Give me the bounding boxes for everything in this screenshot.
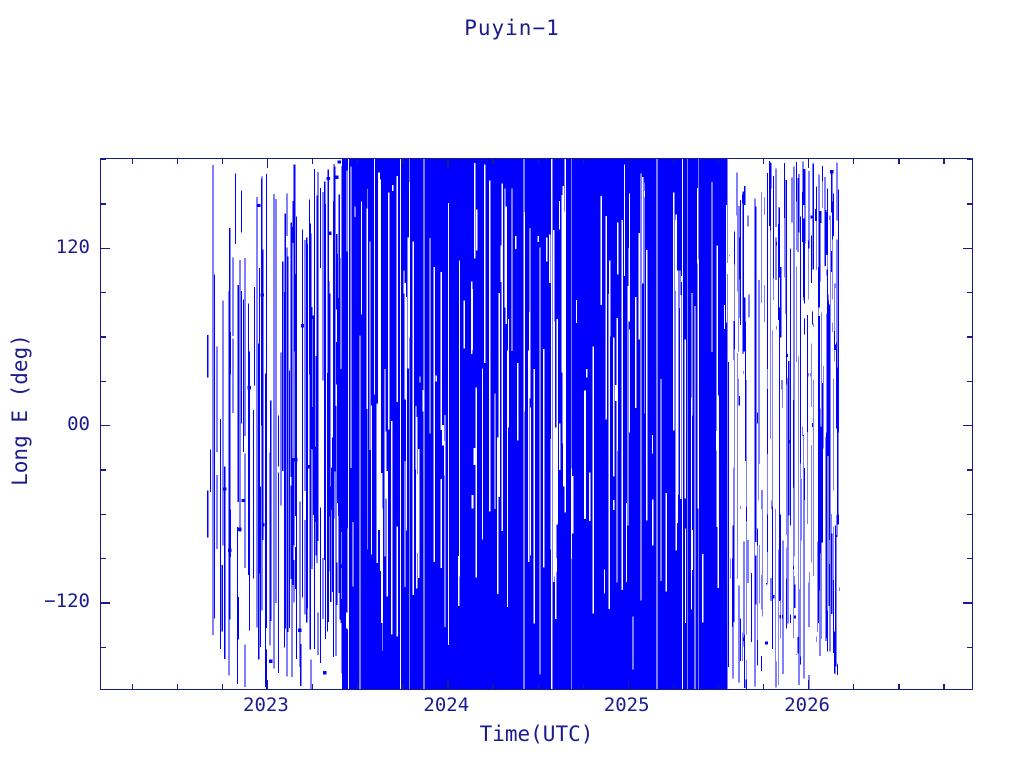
x-axis-tick-top bbox=[492, 159, 494, 164]
y-axis-tick bbox=[101, 380, 106, 382]
y-axis-tick-right bbox=[963, 602, 972, 604]
x-axis-tick-top bbox=[627, 159, 629, 168]
x-axis-tick bbox=[266, 680, 269, 689]
y-axis-tick-label: 120 bbox=[55, 235, 90, 258]
x-axis-label: Time(UTC) bbox=[479, 722, 594, 746]
x-axis-tick-top bbox=[762, 159, 765, 164]
x-axis-tick-top bbox=[717, 159, 720, 164]
y-axis-tick-label: −120 bbox=[44, 590, 90, 613]
x-axis-tick bbox=[717, 684, 720, 689]
x-axis-tick-label: 2024 bbox=[423, 694, 470, 716]
x-axis-tick-top bbox=[266, 159, 269, 168]
y-axis-tick-right bbox=[967, 292, 972, 294]
x-axis-tick bbox=[537, 684, 539, 689]
y-axis-tick-right bbox=[967, 336, 972, 338]
x-axis-tick-top bbox=[537, 159, 539, 164]
x-axis-tick bbox=[762, 684, 765, 689]
x-axis-tick-top bbox=[312, 159, 314, 164]
x-axis-tick bbox=[808, 680, 810, 689]
x-axis-tick bbox=[176, 684, 179, 689]
x-axis-tick-top bbox=[447, 159, 449, 168]
y-axis-tick bbox=[101, 159, 106, 161]
x-axis-tick bbox=[447, 680, 449, 689]
x-axis-tick-top bbox=[176, 159, 179, 164]
y-axis-tick-right bbox=[967, 469, 972, 471]
x-axis-tick-top bbox=[131, 159, 133, 164]
y-axis-tick-right bbox=[967, 203, 972, 205]
y-axis-tick-right bbox=[967, 159, 972, 161]
y-axis-tick bbox=[101, 646, 106, 648]
y-axis-tick-right bbox=[967, 646, 972, 648]
x-axis-tick bbox=[582, 684, 584, 689]
y-axis-tick bbox=[101, 425, 110, 427]
y-axis-tick bbox=[101, 203, 106, 205]
x-axis-tick-top bbox=[808, 159, 810, 168]
plot-area bbox=[100, 158, 973, 690]
x-axis-tick-top bbox=[943, 159, 945, 164]
x-axis-tick-label: 2023 bbox=[243, 694, 289, 716]
x-axis-tick bbox=[853, 684, 855, 689]
y-axis-tick-right bbox=[967, 513, 972, 515]
x-axis-tick-top bbox=[402, 159, 404, 164]
x-axis-tick-top bbox=[582, 159, 584, 164]
y-axis-tick-right bbox=[963, 247, 972, 249]
x-axis-tick bbox=[492, 684, 494, 689]
y-axis-tick bbox=[101, 336, 106, 338]
y-axis-tick bbox=[101, 602, 110, 604]
data-series-layer bbox=[101, 159, 972, 689]
x-axis-tick bbox=[627, 680, 629, 689]
x-axis-tick bbox=[312, 684, 314, 689]
x-axis-tick-top bbox=[672, 159, 675, 164]
x-axis-tick-label: 2026 bbox=[784, 694, 830, 716]
y-axis-tick-right bbox=[967, 380, 972, 382]
x-axis-tick bbox=[898, 684, 900, 689]
y-axis-tick bbox=[101, 558, 106, 560]
y-axis-tick-right bbox=[967, 558, 972, 560]
x-axis-tick-top bbox=[898, 159, 900, 164]
x-axis-tick bbox=[672, 684, 675, 689]
y-axis-tick bbox=[101, 247, 110, 249]
x-axis-tick bbox=[221, 684, 224, 689]
x-axis-tick-top bbox=[357, 159, 359, 164]
x-axis-tick bbox=[357, 684, 359, 689]
y-axis-label: Long E (deg) bbox=[8, 334, 32, 486]
x-axis-tick bbox=[943, 684, 945, 689]
y-axis-tick-label: 00 bbox=[67, 413, 90, 435]
y-axis-tick bbox=[101, 469, 106, 471]
page-title: Puyin−1 bbox=[464, 16, 560, 40]
y-axis-tick bbox=[101, 292, 106, 294]
x-axis-tick bbox=[131, 684, 133, 689]
y-axis-tick bbox=[101, 513, 106, 515]
x-axis-tick-top bbox=[221, 159, 224, 164]
x-axis-tick-label: 2025 bbox=[603, 694, 650, 716]
x-axis-tick bbox=[402, 684, 404, 689]
longitude-vs-time-trace bbox=[207, 159, 841, 689]
x-axis-tick-top bbox=[853, 159, 855, 164]
y-axis-tick-right bbox=[963, 425, 972, 427]
